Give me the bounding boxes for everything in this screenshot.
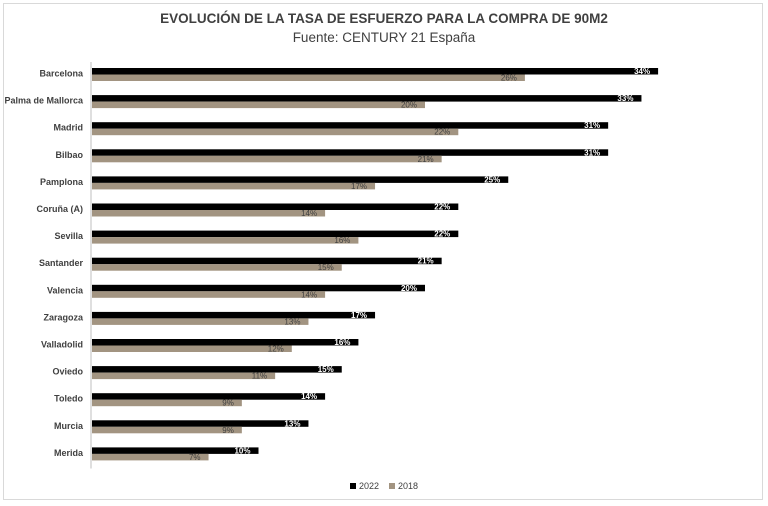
bar-2022 bbox=[92, 149, 609, 156]
data-label-2018: 9% bbox=[222, 426, 234, 435]
bar-2022 bbox=[92, 284, 425, 292]
bar-2022 bbox=[92, 311, 376, 319]
data-label-2022: 17% bbox=[351, 311, 367, 320]
data-label-2018: 16% bbox=[334, 236, 350, 245]
bar-2018 bbox=[92, 345, 292, 352]
bar-2018 bbox=[92, 264, 342, 271]
bar-2018 bbox=[92, 128, 459, 136]
data-label-2022: 14% bbox=[301, 392, 317, 401]
category-label: Coruña (A) bbox=[37, 204, 84, 214]
legend-item-2018: 2018 bbox=[389, 481, 418, 491]
bar-2018 bbox=[92, 155, 442, 163]
data-label-2018: 7% bbox=[189, 453, 201, 462]
category-label: Bilbao bbox=[55, 150, 83, 160]
category-label: Palma de Mallorca bbox=[4, 96, 84, 106]
bar-2018 bbox=[92, 101, 425, 109]
bar-2022 bbox=[92, 230, 459, 238]
data-label-2018: 26% bbox=[501, 74, 517, 83]
data-label-2022: 22% bbox=[434, 230, 450, 239]
data-label-2022: 25% bbox=[484, 175, 500, 184]
category-label: Toledo bbox=[54, 394, 83, 404]
bar-2022 bbox=[92, 257, 442, 265]
category-label: Madrid bbox=[53, 123, 83, 133]
bar-2018 bbox=[92, 372, 276, 380]
bar-2022 bbox=[92, 339, 359, 346]
bar-2018 bbox=[92, 453, 209, 461]
bar-2022 bbox=[92, 366, 342, 373]
bar-2022 bbox=[92, 176, 509, 183]
data-label-2022: 33% bbox=[617, 94, 633, 103]
bar-2022 bbox=[92, 68, 659, 75]
data-label-2018: 14% bbox=[301, 209, 317, 218]
data-label-2018: 13% bbox=[284, 317, 300, 326]
legend-swatch-2022 bbox=[349, 483, 356, 489]
category-label: Valladolid bbox=[41, 340, 83, 350]
bar-2022 bbox=[92, 420, 309, 427]
bar-2018 bbox=[92, 318, 309, 325]
bar-2022 bbox=[92, 393, 326, 400]
data-label-2018: 15% bbox=[318, 263, 334, 272]
data-label-2018: 17% bbox=[351, 182, 367, 191]
bar-2018 bbox=[92, 182, 376, 190]
chart-frame bbox=[3, 3, 763, 500]
bar-2018 bbox=[92, 237, 359, 244]
data-label-2022: 21% bbox=[418, 257, 434, 266]
bar-2022 bbox=[92, 447, 259, 454]
data-label-2022: 31% bbox=[584, 148, 600, 157]
chart-subtitle: Fuente: CENTURY 21 España bbox=[292, 30, 476, 45]
data-label-2018: 14% bbox=[301, 290, 317, 299]
category-label: Merida bbox=[54, 448, 84, 458]
bar-2018 bbox=[92, 210, 326, 217]
category-label: Sevilla bbox=[54, 231, 84, 241]
chart-title: EVOLUCIÓN DE LA TASA DE ESFUERZO PARA LA… bbox=[160, 11, 608, 26]
category-label: Barcelona bbox=[39, 69, 84, 79]
data-label-2018: 9% bbox=[222, 399, 234, 408]
legend-label-2018: 2018 bbox=[398, 481, 419, 491]
data-label-2018: 20% bbox=[401, 101, 417, 110]
bar-2018 bbox=[92, 426, 242, 434]
legend-swatch-2018 bbox=[389, 483, 395, 489]
data-label-2022: 10% bbox=[234, 446, 250, 455]
data-label-2022: 34% bbox=[634, 67, 650, 76]
data-label-2022: 15% bbox=[318, 365, 334, 374]
bar-2018 bbox=[92, 74, 525, 81]
category-label: Pamplona bbox=[40, 177, 84, 187]
legend-item-2022: 2022 bbox=[349, 481, 379, 491]
data-label-2022: 16% bbox=[334, 338, 350, 347]
bar-2018 bbox=[92, 291, 326, 298]
category-label: Oviedo bbox=[52, 367, 83, 377]
bar-2022 bbox=[92, 203, 459, 210]
data-label-2018: 21% bbox=[418, 155, 434, 164]
category-label: Zaragoza bbox=[43, 312, 84, 322]
category-label: Santander bbox=[39, 258, 84, 268]
category-label: Valencia bbox=[47, 285, 84, 295]
data-label-2018: 12% bbox=[268, 345, 284, 354]
bar-2022 bbox=[92, 122, 609, 129]
legend-label-2022: 2022 bbox=[358, 481, 379, 491]
data-label-2018: 22% bbox=[434, 128, 450, 137]
category-label: Murcia bbox=[54, 421, 84, 431]
legend: 2022 2018 bbox=[0, 481, 768, 491]
data-label-2022: 22% bbox=[434, 203, 450, 212]
bar-2018 bbox=[92, 399, 242, 407]
data-label-2022: 20% bbox=[401, 284, 417, 293]
bar-2022 bbox=[92, 95, 642, 102]
data-label-2018: 11% bbox=[252, 372, 267, 381]
data-label-2022: 31% bbox=[584, 121, 600, 130]
data-label-2022: 13% bbox=[284, 419, 300, 428]
